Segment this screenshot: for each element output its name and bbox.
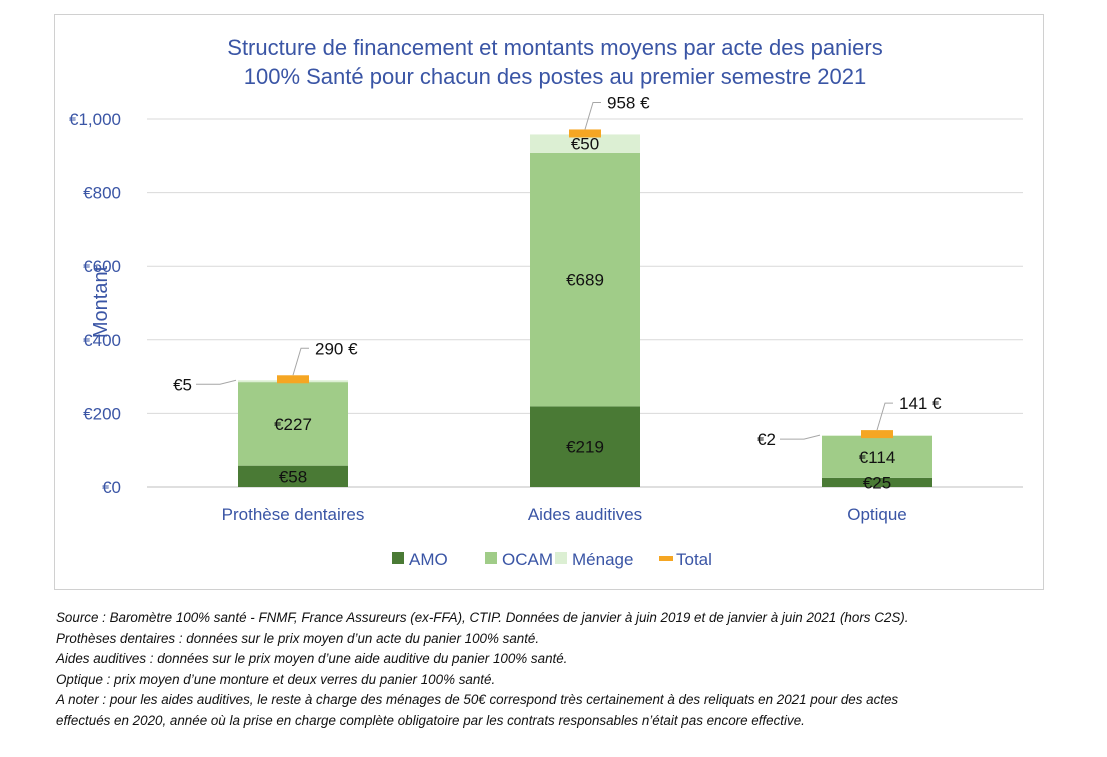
bars: [238, 129, 932, 487]
legend-swatch-ocam: [485, 552, 497, 564]
y-tick-label: €1,000: [69, 110, 121, 129]
bar-segment-ocam: [822, 435, 932, 478]
y-axis-label: Montant: [90, 265, 112, 338]
note-remark-1: A noter : pour les aides auditives, le r…: [56, 692, 899, 707]
total-marker: [569, 129, 601, 138]
note-optics: Optique : prix moyen d’une monture et de…: [56, 671, 496, 687]
note-source: Source : Baromètre 100% santé - FNMF, Fr…: [56, 610, 909, 625]
category-label: Optique: [847, 505, 907, 524]
legend-label: Ménage: [572, 550, 633, 569]
chart-title: Structure de financement et montants moy…: [227, 35, 882, 89]
data-label: €219: [566, 438, 604, 457]
legend-label: AMO: [409, 550, 448, 569]
bar-segment-ocam: [238, 382, 348, 466]
data-labels: €58 €227 €5 290 € €219 €689 €50 958 € €25 €114 €2 1…: [173, 93, 942, 492]
legend-swatch-amo: [392, 552, 404, 564]
note-dental: Prothèses dentaires : données sur le pri…: [56, 630, 540, 646]
source-notes: Source : Baromètre 100% santé - FNMF, Fr…: [56, 608, 1101, 731]
y-tick-labels: €0 €200 €400 €600 €800 €1,000: [69, 110, 121, 497]
total-label: 290 €: [315, 339, 358, 358]
note-hearing: Aides auditives : données sur le prix mo…: [56, 651, 568, 666]
chart-svg: Structure de financement et montants moy…: [69, 35, 1023, 569]
bar-segment-ocam: [530, 152, 640, 407]
data-label: €58: [279, 467, 307, 486]
bar-segment-amo: [238, 465, 348, 487]
data-label: €5: [173, 375, 192, 394]
leader-line: [196, 379, 237, 385]
total-label: 141 €: [899, 394, 942, 413]
category-label: Prothèse dentaires: [222, 505, 365, 524]
data-label: €2: [757, 430, 776, 449]
data-label: €50: [571, 135, 599, 154]
note-remark-2: effectués en 2020, année où la prise en …: [56, 712, 805, 728]
y-tick-label: €600: [83, 257, 121, 276]
category-labels: Prothèse dentaires Aides auditives Optique: [222, 505, 907, 524]
legend-swatch-total: [659, 556, 673, 561]
legend-swatch-ménage: [555, 552, 567, 564]
leader-line: [780, 434, 821, 440]
total-label: 958 €: [607, 93, 650, 112]
leader-line: [584, 101, 601, 130]
chart-frame: Structure de financement et montants moy…: [54, 14, 1044, 590]
legend: AMO OCAM Ménage Total: [392, 550, 712, 569]
y-tick-label: €200: [83, 404, 121, 423]
data-label: €114: [859, 448, 896, 467]
legend-label: Total: [676, 550, 712, 569]
leader-line: [876, 402, 893, 431]
leader-line: [292, 347, 309, 376]
y-tick-label: €800: [83, 184, 121, 203]
data-label: €227: [274, 415, 312, 434]
chart-title-line-2: 100% Santé pour chacun des postes au pre…: [244, 64, 867, 89]
data-label: €25: [863, 473, 891, 492]
data-label: €689: [566, 271, 604, 290]
y-tick-label: €400: [83, 331, 121, 350]
bar-segment-ménage: [530, 134, 640, 153]
legend-label: OCAM: [502, 550, 553, 569]
total-marker: [861, 430, 893, 439]
bar-segment-amo: [530, 406, 640, 487]
total-marker: [277, 375, 309, 384]
chart-title-line-1: Structure de financement et montants moy…: [227, 35, 882, 60]
bar-segment-amo: [822, 477, 932, 487]
y-tick-label: €0: [102, 478, 121, 497]
category-label: Aides auditives: [528, 505, 642, 524]
